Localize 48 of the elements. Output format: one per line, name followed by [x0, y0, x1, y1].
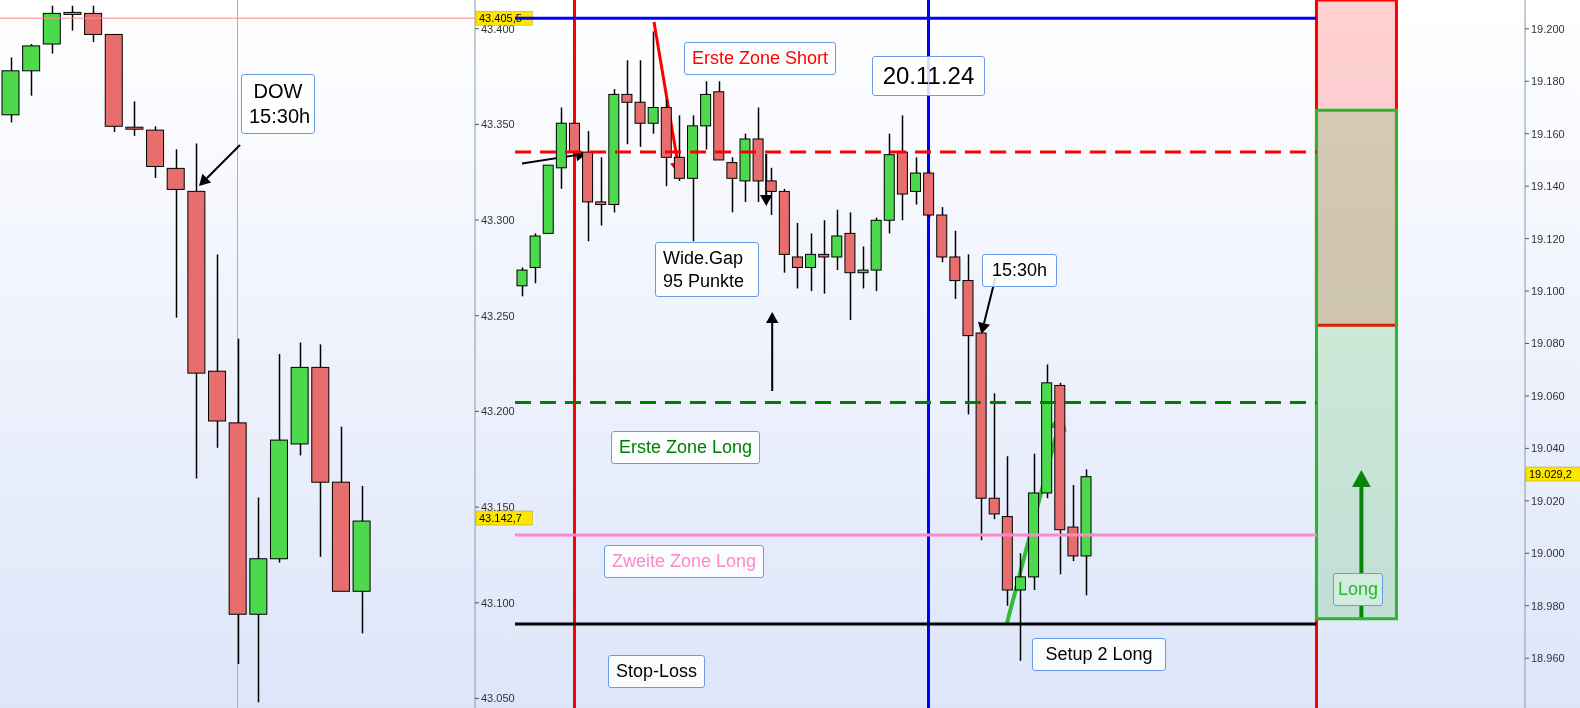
candlestick	[818, 219, 830, 295]
candlestick	[595, 156, 607, 227]
ref-line-label: Stop-Loss	[608, 655, 706, 688]
y-tick-label: 19.040	[1531, 442, 1565, 455]
y-tick-label: 18.980	[1531, 599, 1565, 612]
y-tick-label: 43.050	[481, 692, 515, 705]
candlestick	[63, 4, 82, 32]
y-tick-label: 43.250	[481, 309, 515, 322]
y-tick-label: 19.060	[1531, 389, 1565, 402]
annotation: 43.142,7	[479, 512, 522, 524]
ref-line-label: Erste Zone Short	[684, 42, 837, 75]
candlestick	[765, 167, 777, 216]
candlestick	[805, 232, 817, 292]
annotation: 15:30h	[982, 254, 1057, 287]
annotation: Setup 2 Long	[1032, 638, 1166, 671]
y-tick-label: 19.100	[1531, 284, 1565, 297]
candlestick	[84, 4, 103, 43]
annotation: DOW 15:30h	[241, 74, 315, 134]
y-tick-label: 43.100	[481, 596, 515, 609]
y-tick-label: 18.960	[1531, 652, 1565, 665]
y-tick-label: 19.080	[1531, 337, 1565, 350]
y-tick-label: 19.020	[1531, 494, 1565, 507]
ref-line-label: Zweite Zone Long	[604, 545, 765, 578]
y-tick-label: 43.150	[481, 500, 515, 513]
candlestick	[988, 392, 1000, 520]
y-tick-label: 19.140	[1531, 180, 1565, 193]
candlestick	[647, 30, 659, 135]
candlestick	[516, 266, 528, 298]
candlestick	[831, 209, 843, 271]
y-tick-label: 19.120	[1531, 232, 1565, 245]
band-label: Long	[1333, 573, 1384, 606]
candlestick	[910, 156, 922, 206]
y-tick-label: 43.200	[481, 405, 515, 418]
y-tick-label: 19.180	[1531, 75, 1565, 88]
annotation: Wide.Gap 95 Punkte	[655, 242, 759, 297]
y-tick-label: 19.000	[1531, 547, 1565, 560]
candlestick	[791, 222, 803, 290]
candlestick	[125, 100, 144, 137]
text: 19.029,2	[1529, 468, 1572, 480]
annotation: 20.11.24	[872, 56, 985, 96]
y-tick-label: 43.300	[481, 213, 515, 226]
y-tick-label: 43.400	[481, 22, 515, 35]
y-tick-label: 19.160	[1531, 127, 1565, 140]
y-tick-label: 19.200	[1531, 22, 1565, 35]
ref-line-label: Erste Zone Long	[611, 431, 761, 464]
y-tick-label: 43.350	[481, 118, 515, 131]
ref-line-label: 43.405,5	[479, 12, 522, 25]
candlestick	[166, 148, 185, 319]
